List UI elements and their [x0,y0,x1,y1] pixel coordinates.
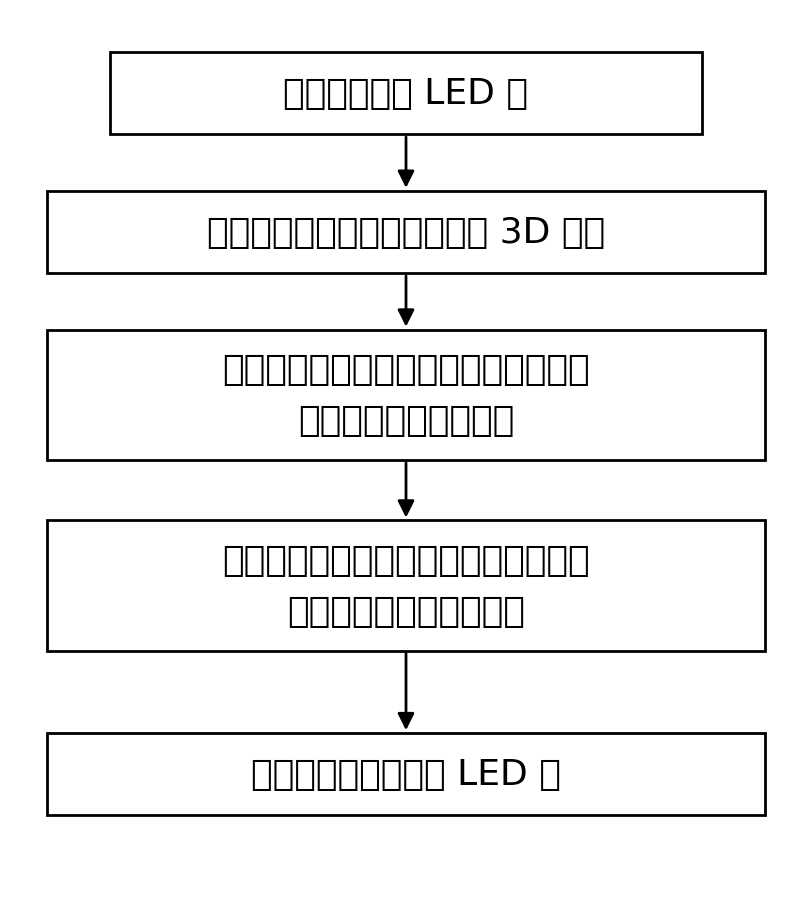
Bar [109,52,702,135]
Text: 检测视频信号数据分辨是否为 3D 信号: 检测视频信号数据分辨是否为 3D 信号 [207,216,604,249]
Bar [47,330,764,461]
Bar [47,521,764,651]
Bar [47,191,764,274]
Text: 对左右眼视频信号进行边缘检测，对比
检测结果确定景深范围: 对左右眼视频信号进行边缘检测，对比 检测结果确定景深范围 [222,353,589,437]
Bar [47,733,764,815]
Text: 发送给驱动芯片驱动 LED 灯: 发送给驱动芯片驱动 LED 灯 [251,758,560,791]
Text: 写默认值点亮 LED 灯: 写默认值点亮 LED 灯 [283,77,528,111]
Text: 根据景深范围进行色彩、亮度值处理，
缓存分区色彩、亮度数据: 根据景深范围进行色彩、亮度值处理， 缓存分区色彩、亮度数据 [222,544,589,628]
